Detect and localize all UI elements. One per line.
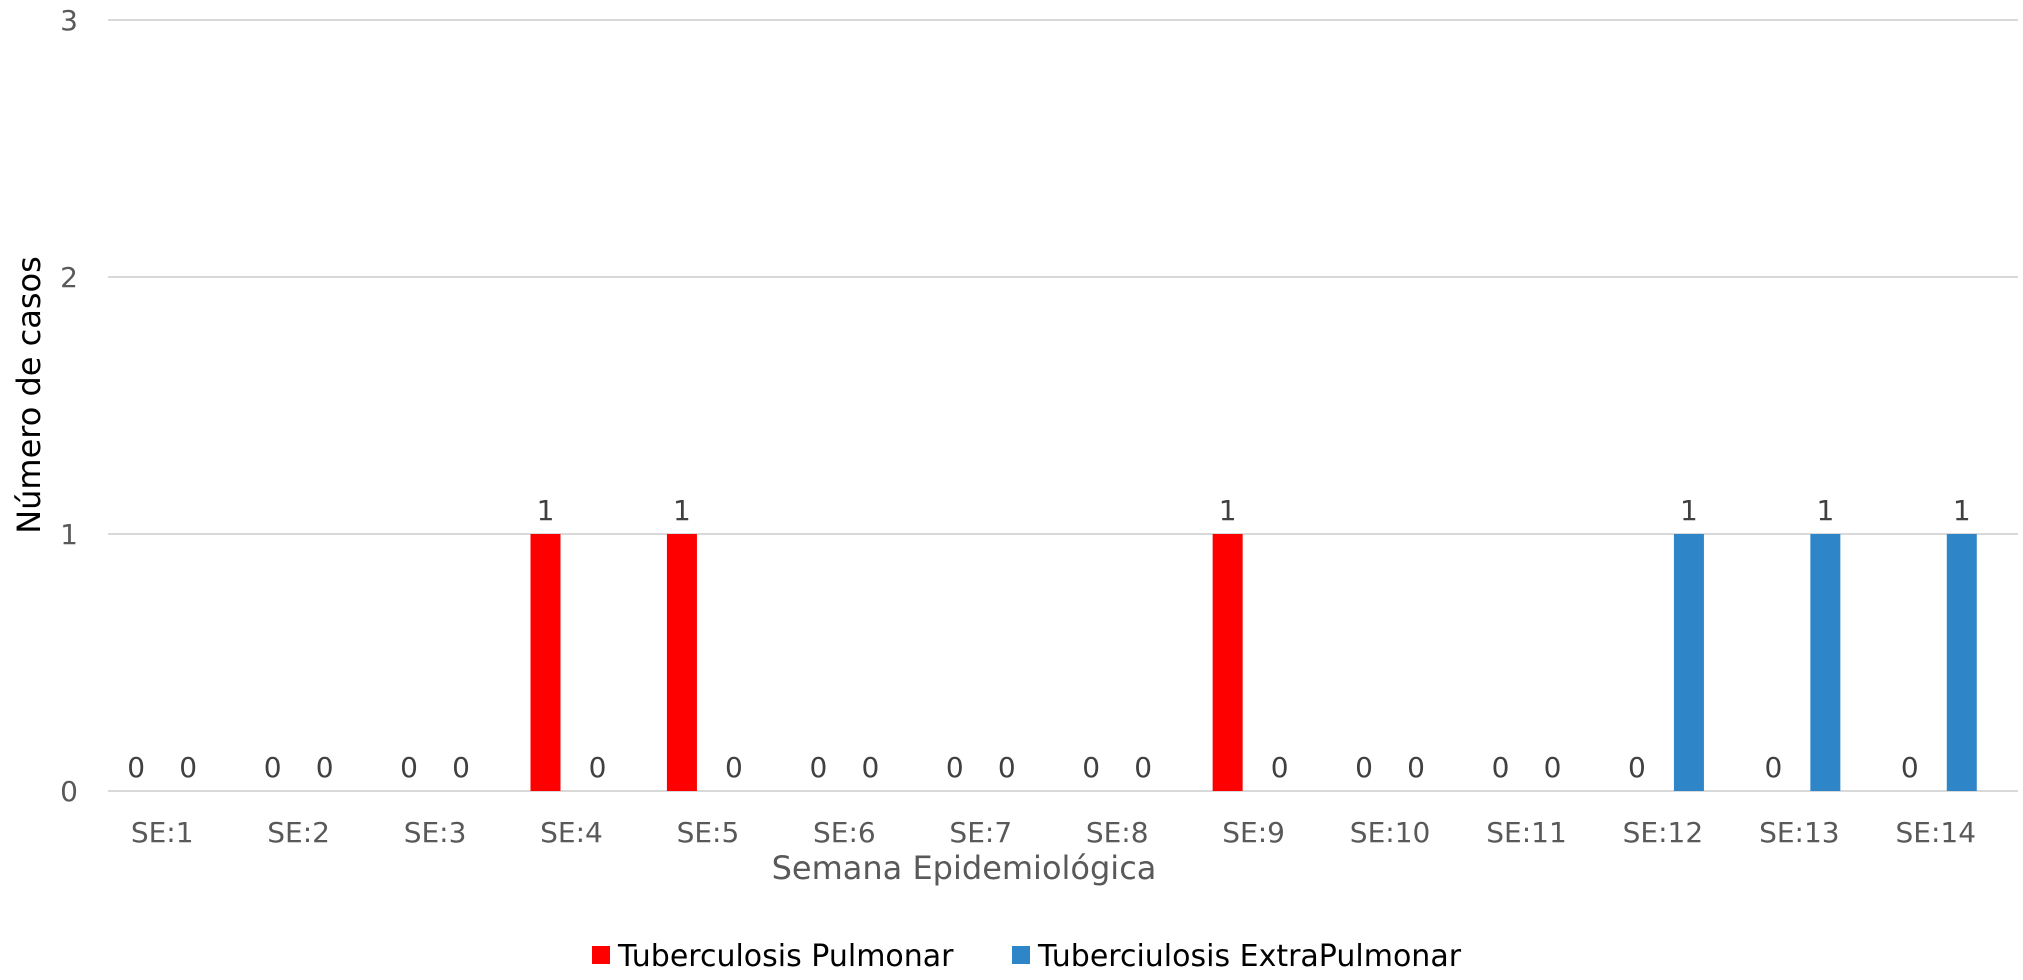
legend-swatch [592, 946, 610, 964]
legend-label: Tuberciulosis ExtraPulmonar [1037, 939, 1462, 974]
bar [530, 534, 561, 791]
data-label: 0 [1764, 751, 1782, 784]
x-tick-label: SE:7 [949, 816, 1012, 849]
data-label: 0 [1544, 751, 1562, 784]
x-tick-label: SE:12 [1623, 816, 1704, 849]
data-label: 0 [264, 751, 282, 784]
x-tick-label: SE:4 [540, 816, 603, 849]
data-label: 0 [316, 751, 334, 784]
data-label: 0 [998, 751, 1016, 784]
y-axis-title: Número de casos [10, 256, 48, 534]
y-axis-ticks: 0 1 2 3 [60, 4, 78, 808]
data-label: 0 [589, 751, 607, 784]
data-label: 1 [1953, 494, 1971, 527]
y-tick-label: 1 [60, 518, 78, 551]
x-tick-label: SE:13 [1759, 816, 1840, 849]
data-label: 0 [1901, 751, 1919, 784]
data-label: 0 [452, 751, 470, 784]
bar [1946, 534, 1977, 791]
bar [1673, 534, 1704, 791]
data-labels: 0 0 0 0 0 0 1 0 1 0 0 0 0 0 0 0 1 0 0 0 0 0 0 1 0 1 0 1 [127, 494, 1970, 784]
data-label: 0 [1407, 751, 1425, 784]
data-label: 0 [809, 751, 827, 784]
data-label: 0 [946, 751, 964, 784]
data-label: 1 [537, 494, 555, 527]
legend-swatch [1012, 946, 1030, 964]
data-label: 1 [1680, 494, 1698, 527]
gridlines [108, 19, 2018, 792]
data-label: 0 [1628, 751, 1646, 784]
x-tick-label: SE:14 [1896, 816, 1977, 849]
data-label: 0 [127, 751, 145, 784]
x-tick-label: SE:9 [1222, 816, 1285, 849]
data-label: 1 [673, 494, 691, 527]
x-tick-label: SE:6 [813, 816, 876, 849]
legend: Tuberculosis Pulmonar Tuberciulosis Extra… [592, 939, 1462, 974]
data-label: 0 [400, 751, 418, 784]
y-tick-label: 2 [60, 261, 78, 294]
legend-label: Tuberculosis Pulmonar [617, 939, 954, 974]
data-label: 0 [179, 751, 197, 784]
x-tick-label: SE:1 [131, 816, 194, 849]
data-label: 0 [861, 751, 879, 784]
data-label: 1 [1816, 494, 1834, 527]
x-tick-label: SE:11 [1486, 816, 1567, 849]
x-tick-label: SE:8 [1086, 816, 1149, 849]
x-tick-label: SE:5 [677, 816, 740, 849]
x-tick-label: SE:2 [267, 816, 330, 849]
data-label: 1 [1219, 494, 1237, 527]
x-tick-label: SE:10 [1350, 816, 1431, 849]
data-label: 0 [1271, 751, 1289, 784]
data-label: 0 [1082, 751, 1100, 784]
y-tick-label: 3 [60, 4, 78, 37]
data-label: 0 [725, 751, 743, 784]
x-axis-title: Semana Epidemiológica [772, 849, 1157, 887]
y-tick-label: 0 [60, 775, 78, 808]
bar [666, 534, 697, 791]
bar [1212, 534, 1243, 791]
bar [1810, 534, 1841, 791]
x-tick-label: SE:3 [404, 816, 467, 849]
bars [530, 534, 1977, 791]
data-label: 0 [1492, 751, 1510, 784]
data-label: 0 [1355, 751, 1373, 784]
data-label: 0 [1134, 751, 1152, 784]
x-axis-ticks: SE:1 SE:2 SE:3 SE:4 SE:5 SE:6 SE:7 SE:8 SE:9 SE:1… [131, 816, 1976, 849]
